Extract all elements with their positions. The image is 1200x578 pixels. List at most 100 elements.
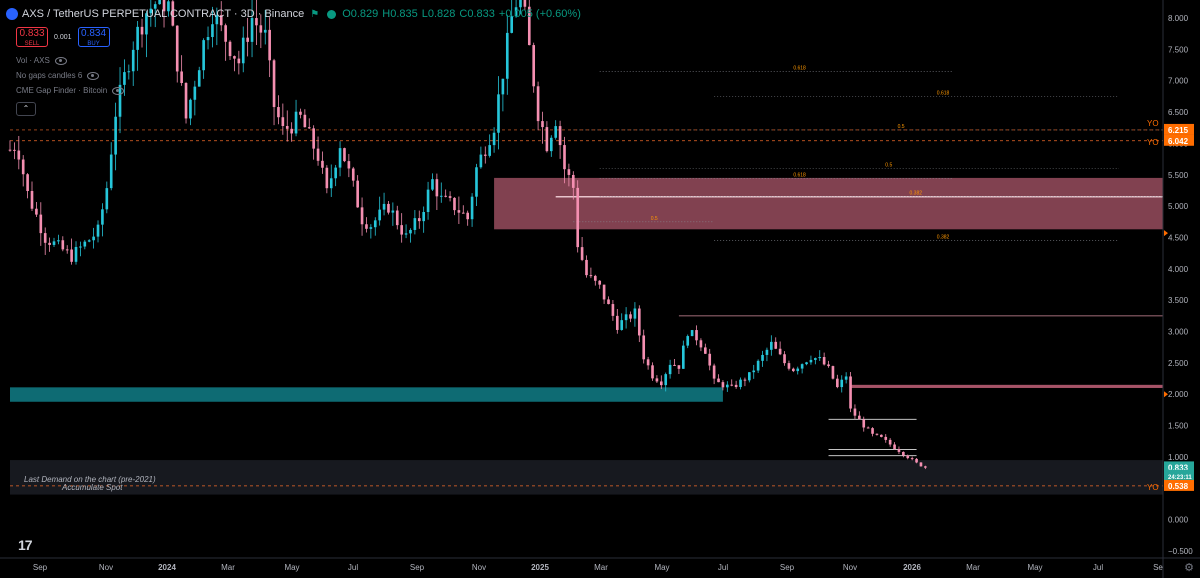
candle-body <box>796 368 800 372</box>
candle-body <box>26 174 29 192</box>
sell-button[interactable]: 0.833 SELL <box>16 27 48 47</box>
y-tick-label: 4.000 <box>1168 265 1189 274</box>
candle-body <box>303 114 307 128</box>
indicator-no-gaps-label: No gaps candles 6 <box>16 71 83 80</box>
candle-body <box>770 341 773 350</box>
y-tick-label: 7.500 <box>1168 45 1189 54</box>
candle-body <box>404 233 408 235</box>
candle-body <box>637 308 641 336</box>
candle-body <box>853 408 857 416</box>
candle-body <box>730 384 734 386</box>
eye-icon[interactable] <box>54 56 67 65</box>
price-tag <box>1164 461 1194 473</box>
price-tag <box>1164 134 1194 146</box>
indicator-cme-gap[interactable]: CME Gap Finder · Bitcoin <box>16 86 125 95</box>
fib-level-label: 0.618 <box>793 65 806 71</box>
candle-body <box>505 32 509 79</box>
candle-body <box>668 364 672 375</box>
candle-body <box>871 428 874 434</box>
candle-body <box>70 249 73 262</box>
candle-body <box>241 37 245 64</box>
y-tick-label: 5.500 <box>1168 171 1189 180</box>
yo-label: YO <box>1147 119 1159 128</box>
eye-icon[interactable] <box>87 71 100 80</box>
flag-icon[interactable]: ⚑ <box>310 8 320 20</box>
candle-body <box>57 240 60 242</box>
candle-body <box>501 78 505 95</box>
candle-body <box>466 212 469 220</box>
demand-zone <box>10 387 723 402</box>
candle-body <box>774 341 778 349</box>
candle-body <box>840 379 844 388</box>
indicator-no-gaps[interactable]: No gaps candles 6 <box>16 71 100 80</box>
candle-body <box>228 41 232 57</box>
demand-annotation: Last Demand on the chart (pre-2021) <box>24 475 156 484</box>
candle-body <box>519 0 522 8</box>
candle-body <box>83 241 87 247</box>
candle-body <box>13 149 16 151</box>
candle-body <box>101 209 104 225</box>
candle-body <box>580 247 584 260</box>
close-value: C0.833 <box>459 8 495 20</box>
candle-body <box>567 169 571 175</box>
settings-icon[interactable]: ⚙ <box>1184 562 1194 574</box>
candle-body <box>211 24 214 38</box>
accumulate-annotation: Accumulate Spot <box>62 483 123 492</box>
candle-body <box>642 335 646 360</box>
eye-icon[interactable] <box>112 86 125 95</box>
candle-body <box>910 458 914 460</box>
y-tick-label: 0.000 <box>1168 516 1189 525</box>
candle-body <box>369 227 373 229</box>
indicator-volume[interactable]: Vol · AXS <box>16 56 67 65</box>
candle-body <box>391 210 395 213</box>
candle-body <box>708 353 712 366</box>
candle-body <box>175 25 179 72</box>
candle-body <box>849 376 852 409</box>
candle-body <box>620 320 624 330</box>
candle-body <box>114 116 117 155</box>
candle-body <box>875 433 879 435</box>
candle-body <box>712 365 716 379</box>
candle-body <box>52 241 56 245</box>
buy-button[interactable]: 0.834 BUY <box>77 27 110 47</box>
x-tick-label: Mar <box>221 563 235 572</box>
candle-body <box>541 121 544 128</box>
candle-body <box>299 111 302 115</box>
candle-body <box>598 280 602 285</box>
y-tick-label: 4.500 <box>1168 233 1189 242</box>
candle-body <box>686 336 690 346</box>
candle-body <box>475 167 478 197</box>
candle-body <box>43 233 47 243</box>
candle-body <box>378 209 381 221</box>
collapse-indicators-button[interactable]: ⌃ <box>16 102 36 116</box>
chart-header: AXS / TetherUS PERPETUAL CONTRACT · 3D ·… <box>6 8 581 20</box>
candle-body <box>140 26 144 35</box>
tradingview-logo[interactable]: 17 <box>18 537 33 553</box>
candle-body <box>906 455 910 459</box>
candle-body <box>387 203 390 213</box>
candle-body <box>739 379 742 388</box>
candle-body <box>365 224 368 229</box>
candle-body <box>558 126 562 146</box>
candle-body <box>915 458 918 463</box>
y-tick-label: 3.000 <box>1168 328 1189 337</box>
fib-level-label: 0.382 <box>937 235 950 241</box>
candle-body <box>395 210 399 226</box>
candle-body <box>30 191 34 209</box>
axs-coin-icon <box>6 8 18 20</box>
indicator-cme-gap-label: CME Gap Finder · Bitcoin <box>16 86 108 95</box>
y-tick-label: 8.000 <box>1168 14 1189 23</box>
x-tick-label: Mar <box>966 563 980 572</box>
candle-body <box>272 60 276 108</box>
candle-body <box>479 154 483 168</box>
spread-value: 0.001 <box>54 33 72 41</box>
symbol-title[interactable]: AXS / TetherUS PERPETUAL CONTRACT · 3D ·… <box>22 8 305 20</box>
candle-body <box>233 56 236 59</box>
candle-body <box>488 145 492 156</box>
high-value: H0.835 <box>382 8 418 20</box>
candle-body <box>589 275 593 277</box>
candle-body <box>585 259 588 276</box>
x-tick-label: 2024 <box>158 563 176 572</box>
axis-marker-icon <box>1164 230 1168 237</box>
